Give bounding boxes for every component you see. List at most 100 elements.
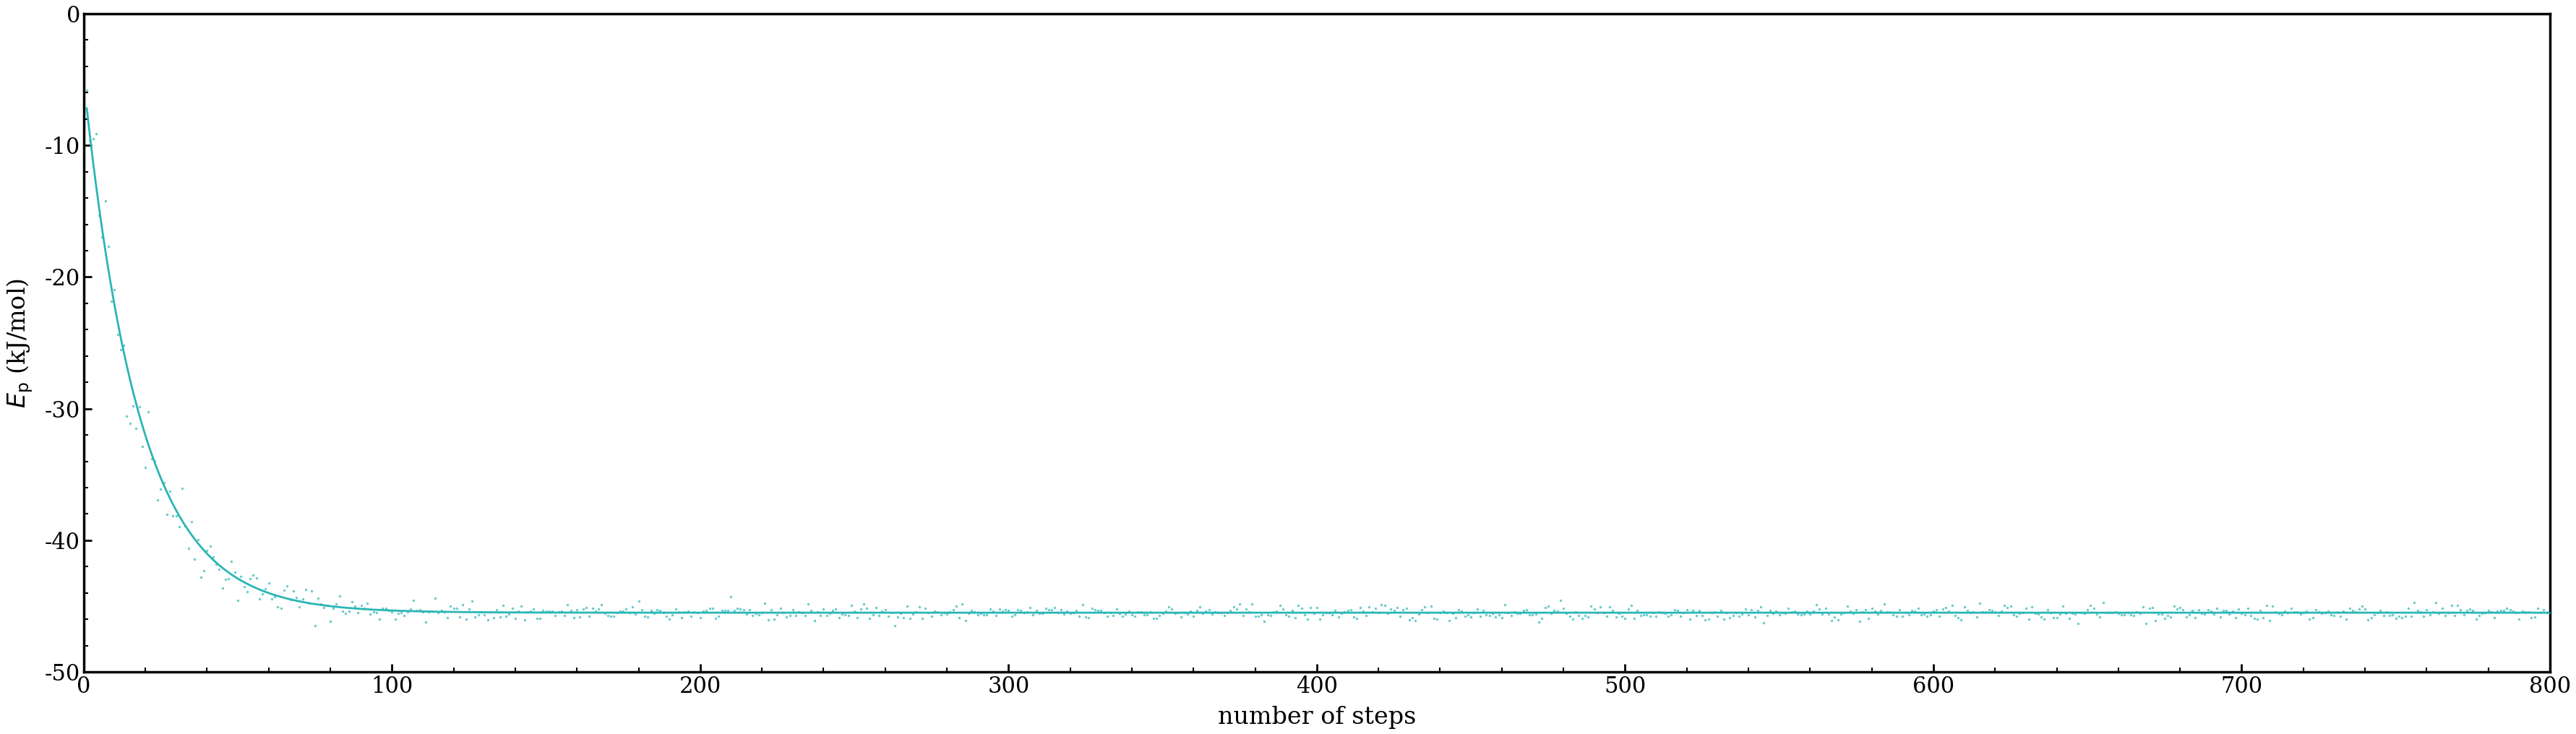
Point [147,509,188,520]
Point [992,610,1033,622]
Point [1133,613,1175,625]
Point [2102,609,2143,621]
Point [1123,608,1164,620]
Point [572,603,613,614]
Point [2136,615,2177,627]
Point [75,128,116,139]
Point [343,603,384,614]
Point [1376,601,1417,613]
Point [1674,609,1716,621]
Point [1280,602,1321,614]
Point [2450,603,2491,614]
Point [2244,612,2285,624]
Point [2419,607,2460,619]
Point [938,611,979,623]
Point [1409,600,1450,612]
Point [1267,611,1309,622]
Point [762,606,804,618]
Point [466,614,507,625]
Point [719,603,760,614]
Point [1620,609,1662,621]
Point [227,586,268,597]
Point [567,602,608,614]
Point [1479,609,1520,621]
Point [1883,610,1924,622]
Point [412,606,453,617]
Point [1914,606,1955,617]
Point [479,611,520,622]
Point [484,610,526,622]
Point [1512,609,1553,621]
Point [2347,614,2388,626]
Point [2251,600,2293,612]
Point [2300,608,2342,619]
Point [520,613,562,625]
Point [2468,604,2509,616]
Point [1414,612,1455,624]
Point [211,556,252,567]
Point [1108,606,1149,617]
Point [1589,601,1631,613]
Point [459,609,500,621]
Point [2246,600,2287,611]
Point [1311,608,1352,620]
Point [1471,607,1512,619]
Point [1978,610,2020,622]
Point [1654,604,1695,616]
Point [1324,606,1365,618]
Point [2473,612,2514,624]
Point [410,606,451,617]
Point [2344,603,2385,614]
Point [1074,603,1115,615]
Point [1064,611,1105,622]
Point [2110,609,2151,621]
Point [1698,611,1739,622]
Point [2231,610,2272,622]
Point [734,608,775,619]
Point [1059,610,1100,622]
Point [2290,614,2331,625]
Point [474,611,515,623]
Point [969,603,1010,615]
Point [1785,606,1826,617]
Point [2089,607,2130,619]
Point [2202,604,2244,616]
Point [2362,610,2403,622]
Point [744,597,786,609]
Point [1556,606,1597,618]
Point [1543,603,1584,614]
Point [2050,608,2092,619]
Point [2040,608,2081,620]
Point [2123,601,2164,613]
Point [672,606,714,618]
Point [1355,602,1396,614]
Point [1018,608,1059,619]
Point [696,612,737,624]
Point [729,604,770,616]
Point [948,608,989,619]
Point [1780,608,1821,620]
Point [129,406,170,418]
Point [742,606,783,618]
Point [353,606,394,617]
Point [1633,606,1674,618]
Point [1445,611,1486,622]
Point [1577,607,1618,619]
Point [618,595,659,607]
Point [2205,605,2246,617]
Point [1110,609,1151,621]
Point [1273,605,1314,617]
Point [2043,600,2084,612]
Point [1605,612,1646,624]
Point [250,593,291,605]
Point [739,608,781,620]
Point [2002,606,2043,618]
Point [1862,598,1904,610]
Point [2293,612,2334,624]
Point [1917,604,1958,616]
Point [322,606,363,617]
Point [902,612,943,624]
Point [1955,611,1996,623]
Point [1247,609,1288,621]
Point [1115,610,1157,622]
